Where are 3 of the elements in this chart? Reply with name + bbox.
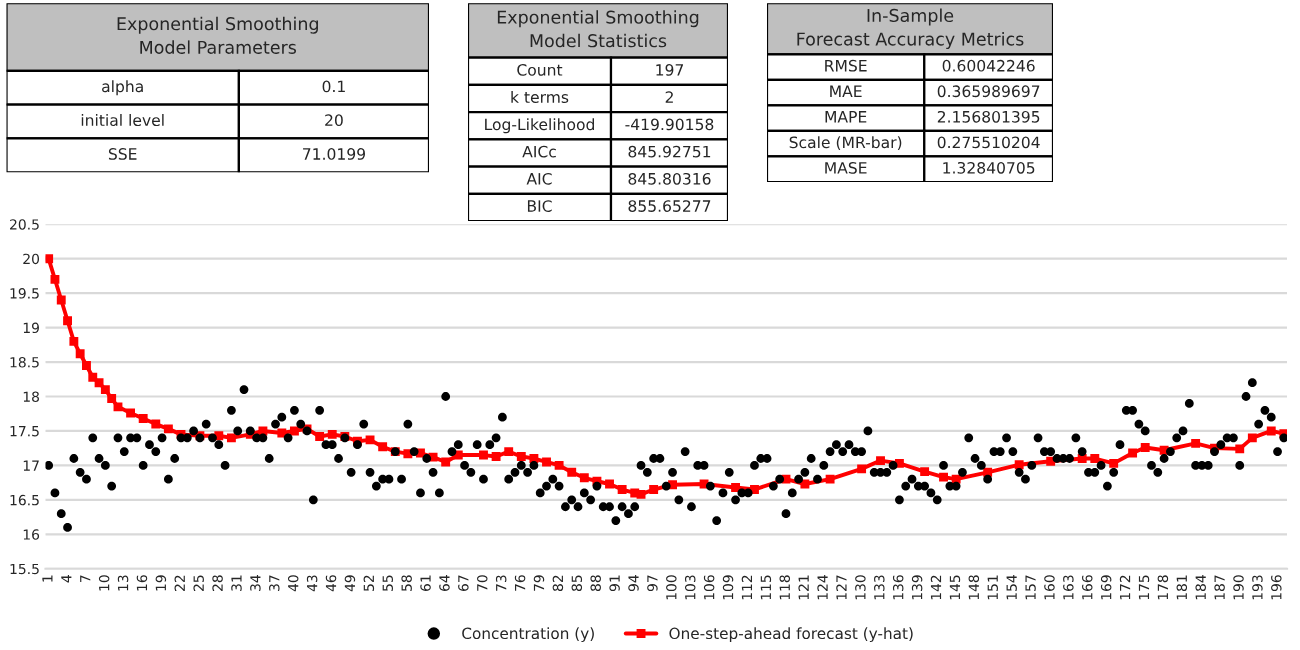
text: Exponential Smoothing Model Parameters	[117, 16, 318, 54]
text: In-Sample Forecast Accuracy Metrics	[797, 8, 1024, 50]
text: Exponential Smoothing Model Statistics	[497, 10, 699, 48]
